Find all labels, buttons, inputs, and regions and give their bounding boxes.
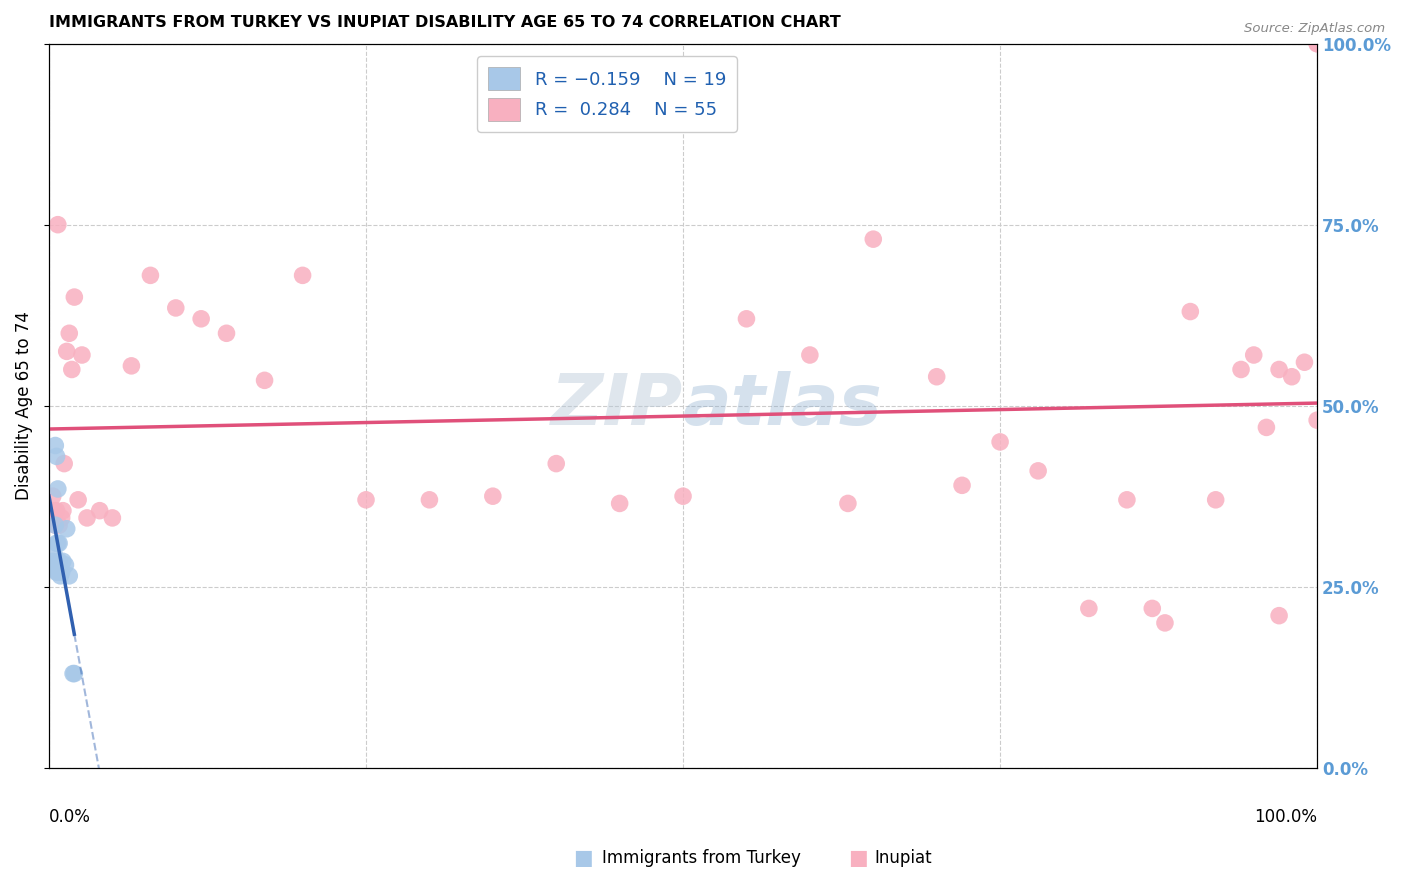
Point — [46, 218, 69, 232]
Point — [48, 554, 70, 568]
Point — [55, 522, 77, 536]
Text: IMMIGRANTS FROM TURKEY VS INUPIAT DISABILITY AGE 65 TO 74 CORRELATION CHART: IMMIGRANTS FROM TURKEY VS INUPIAT DISABI… — [49, 15, 841, 30]
Point — [42, 561, 65, 575]
Point — [139, 268, 162, 283]
Point — [63, 666, 86, 681]
Point — [1142, 601, 1164, 615]
Point — [354, 492, 377, 507]
Point — [42, 554, 65, 568]
Legend: R = −0.159    N = 19, R =  0.284    N = 55: R = −0.159 N = 19, R = 0.284 N = 55 — [477, 56, 737, 132]
Point — [190, 311, 212, 326]
Point — [1243, 348, 1265, 362]
Point — [1180, 304, 1202, 318]
Point — [101, 511, 124, 525]
Point — [1306, 413, 1329, 427]
Point — [45, 450, 67, 464]
Point — [44, 518, 66, 533]
Point — [62, 666, 84, 681]
Point — [52, 504, 75, 518]
Point — [67, 492, 90, 507]
Point — [48, 536, 70, 550]
Point — [925, 369, 948, 384]
Y-axis label: Disability Age 65 to 74: Disability Age 65 to 74 — [15, 311, 32, 500]
Point — [862, 232, 884, 246]
Point — [45, 504, 67, 518]
Point — [63, 290, 86, 304]
Point — [1268, 608, 1291, 623]
Text: Source: ZipAtlas.com: Source: ZipAtlas.com — [1244, 22, 1385, 36]
Point — [52, 554, 75, 568]
Point — [1026, 464, 1049, 478]
Text: Inupiat: Inupiat — [875, 849, 932, 867]
Point — [45, 565, 67, 579]
Point — [1306, 37, 1329, 51]
Text: Immigrants from Turkey: Immigrants from Turkey — [602, 849, 800, 867]
Point — [45, 536, 67, 550]
Point — [51, 511, 73, 525]
Point — [49, 569, 72, 583]
Text: 100.0%: 100.0% — [1254, 807, 1317, 825]
Point — [89, 504, 111, 518]
Point — [60, 362, 83, 376]
Text: ■: ■ — [848, 848, 868, 868]
Point — [42, 547, 65, 561]
Point — [609, 496, 631, 510]
Point — [291, 268, 314, 283]
Point — [672, 489, 695, 503]
Point — [735, 311, 758, 326]
Point — [482, 489, 505, 503]
Point — [55, 344, 77, 359]
Point — [546, 457, 568, 471]
Point — [1256, 420, 1278, 434]
Point — [58, 326, 80, 341]
Point — [253, 373, 276, 387]
Point — [950, 478, 973, 492]
Point — [165, 301, 187, 315]
Point — [1306, 37, 1329, 51]
Point — [1116, 492, 1139, 507]
Point — [58, 569, 80, 583]
Point — [1154, 615, 1177, 630]
Point — [44, 438, 66, 452]
Point — [76, 511, 98, 525]
Point — [799, 348, 821, 362]
Point — [51, 565, 73, 579]
Point — [46, 482, 69, 496]
Point — [1205, 492, 1227, 507]
Point — [55, 558, 77, 572]
Point — [46, 536, 69, 550]
Point — [49, 565, 72, 579]
Point — [837, 496, 859, 510]
Point — [1268, 362, 1291, 376]
Point — [42, 489, 65, 503]
Text: 0.0%: 0.0% — [49, 807, 91, 825]
Text: ■: ■ — [574, 848, 593, 868]
Point — [215, 326, 238, 341]
Point — [42, 504, 65, 518]
Point — [120, 359, 142, 373]
Point — [53, 457, 76, 471]
Point — [418, 492, 440, 507]
Point — [1294, 355, 1316, 369]
Point — [1281, 369, 1303, 384]
Point — [1077, 601, 1099, 615]
Text: ZIP: ZIP — [551, 371, 683, 440]
Point — [44, 561, 66, 575]
Point — [70, 348, 93, 362]
Point — [988, 434, 1011, 449]
Text: atlas: atlas — [683, 371, 883, 440]
Point — [48, 518, 70, 533]
Point — [46, 565, 69, 579]
Point — [44, 518, 66, 533]
Point — [1230, 362, 1253, 376]
